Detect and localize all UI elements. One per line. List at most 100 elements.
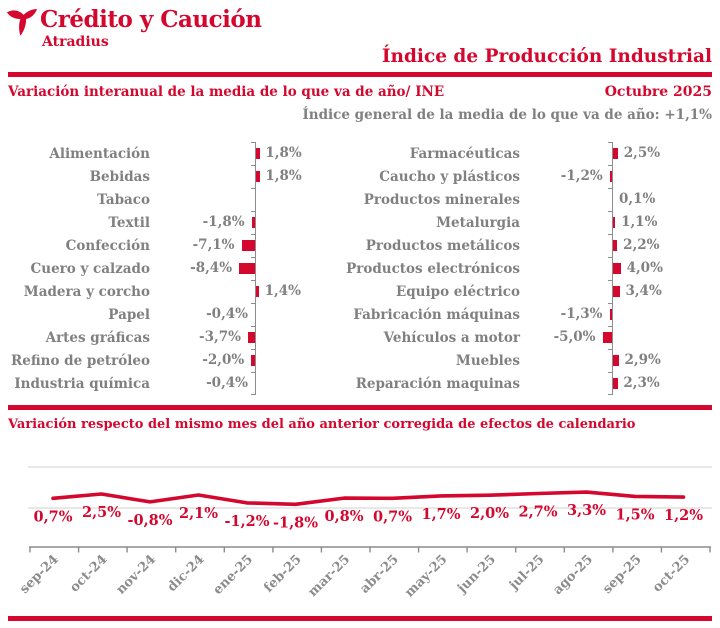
bar-value-label: -0,4% bbox=[206, 375, 248, 391]
bar-category-label: Tabaco bbox=[97, 191, 150, 208]
bar-row: Confección -7,1% bbox=[8, 234, 355, 257]
bar-row: Artes gráficas -3,7% bbox=[8, 326, 355, 349]
bar-category-label: Bebidas bbox=[89, 168, 150, 185]
bar-category-label: Artes gráficas bbox=[45, 329, 150, 346]
line-value-label: 2,5% bbox=[82, 504, 121, 521]
bar-value-label: -7,1% bbox=[192, 237, 235, 253]
bar bbox=[256, 286, 259, 297]
bar-charts: Alimentación 1,8% Bebidas 1,8% Tabaco Textil -… bbox=[8, 142, 712, 395]
bar-value-label: -5,0% bbox=[553, 329, 596, 345]
bar-category-label: Refino de petróleo bbox=[11, 352, 150, 369]
x-axis-month-label: sep-25 bbox=[600, 552, 645, 597]
bar-value-label: -0,4% bbox=[206, 306, 248, 322]
bar-track: 2,2% bbox=[520, 234, 712, 257]
bar-track: 3,4% bbox=[520, 280, 712, 303]
bar-value-label: 1,8% bbox=[265, 168, 302, 184]
line-value-label: 0,8% bbox=[324, 508, 363, 525]
line-section-title: Variación respecto del mismo mes del año… bbox=[8, 417, 636, 432]
bar-category-label: Papel bbox=[108, 306, 150, 323]
axis-tick-mark bbox=[250, 211, 255, 213]
atradius-bird-icon bbox=[7, 9, 37, 36]
bar-track: -1,2% bbox=[520, 165, 712, 188]
page-title: Índice de Producción Industrial bbox=[381, 46, 712, 67]
bar-track: -8,4% bbox=[150, 257, 355, 280]
bar-row: Cuero y calzado -8,4% bbox=[8, 257, 355, 280]
bar-category-label: Fabricación máquinas bbox=[353, 306, 520, 323]
line-value-label: 2,1% bbox=[179, 505, 218, 522]
bar-row: Textil -1,8% bbox=[8, 211, 355, 234]
bar-row: Bebidas 1,8% bbox=[8, 165, 355, 188]
separator-rule-bottom bbox=[8, 616, 712, 621]
bar-track: 1,4% bbox=[150, 280, 355, 303]
bar-value-label: 2,9% bbox=[624, 352, 661, 368]
bar-value-label: -1,8% bbox=[202, 214, 245, 230]
x-axis-month-label: may-25 bbox=[402, 552, 450, 600]
bar bbox=[241, 240, 255, 251]
bar-value-label: 1,4% bbox=[264, 283, 301, 299]
bar-track: -0,4% bbox=[150, 303, 355, 326]
x-axis-month-label: jun-25 bbox=[454, 552, 499, 597]
axis-tick-mark bbox=[250, 372, 255, 374]
line-value-label: 3,3% bbox=[567, 502, 606, 519]
separator-rule-middle bbox=[8, 405, 712, 410]
bar-category-label: Equipo eléctrico bbox=[395, 283, 520, 300]
line-value-label: 1,5% bbox=[615, 506, 654, 523]
axis-tick-mark bbox=[250, 142, 255, 144]
axis-tick-mark bbox=[250, 257, 255, 259]
bar-track: -0,4% bbox=[150, 372, 355, 395]
bar-row: Refino de petróleo -2,0% bbox=[8, 349, 355, 372]
bar-row: Papel -0,4% bbox=[8, 303, 355, 326]
axis-tick-mark bbox=[250, 393, 255, 395]
axis-tick-mark bbox=[250, 188, 255, 190]
bar-category-label: Vehículos a motor bbox=[383, 329, 520, 346]
axis-tick-mark bbox=[607, 165, 612, 167]
axis-tick-mark bbox=[250, 349, 255, 351]
axis-tick-mark bbox=[607, 393, 612, 395]
line-series bbox=[51, 490, 686, 507]
bar bbox=[613, 263, 621, 274]
bar-track: -7,1% bbox=[150, 234, 355, 257]
bar-category-label: Industria química bbox=[14, 375, 150, 392]
bar-row: Reparación maquinas 2,3% bbox=[355, 372, 712, 395]
axis-tick-mark bbox=[250, 165, 255, 167]
brand-name: Crédito y Caución bbox=[40, 6, 262, 33]
x-axis-month-label: ene-25 bbox=[211, 552, 257, 598]
x-axis-month-label: oct-25 bbox=[650, 552, 693, 595]
bar-track: -1,3% bbox=[520, 303, 712, 326]
x-axis-month-label: jul-25 bbox=[506, 552, 547, 593]
bar-track: -3,7% bbox=[150, 326, 355, 349]
bar-row: Industria química -0,4% bbox=[8, 372, 355, 395]
bar-row: Productos minerales 0,1% bbox=[355, 188, 712, 211]
bar-category-label: Cuero y calzado bbox=[30, 260, 150, 277]
bar-track: -5,0% bbox=[520, 326, 712, 349]
x-axis-month-label: ago-25 bbox=[550, 552, 596, 598]
bar bbox=[251, 355, 255, 366]
bar-row: Farmacéuticas 2,5% bbox=[355, 142, 712, 165]
line-value-label: 2,0% bbox=[470, 505, 509, 522]
bar-value-label: -8,4% bbox=[190, 260, 233, 276]
bar bbox=[247, 332, 255, 343]
bar-row: Alimentación 1,8% bbox=[8, 142, 355, 165]
bar-category-label: Caucho y plásticos bbox=[379, 168, 520, 185]
bar-chart-left: Alimentación 1,8% Bebidas 1,8% Tabaco Textil -… bbox=[8, 142, 355, 395]
axis-tick-mark bbox=[607, 372, 612, 374]
line-value-label: -0,8% bbox=[127, 512, 172, 529]
axis-tick-mark bbox=[607, 234, 612, 236]
axis-tick-mark bbox=[607, 188, 612, 190]
bar-value-label: 0,1% bbox=[619, 191, 656, 207]
axis-tick-mark bbox=[607, 349, 612, 351]
line-value-label: 1,2% bbox=[664, 507, 703, 524]
axis-tick-mark bbox=[607, 280, 612, 282]
bar-category-label: Productos metálicos bbox=[365, 237, 520, 254]
bar-row: Vehículos a motor -5,0% bbox=[355, 326, 712, 349]
axis-tick-mark bbox=[607, 142, 612, 144]
bar-value-label: -1,3% bbox=[560, 306, 603, 322]
line-value-label: 0,7% bbox=[33, 508, 72, 525]
axis-tick-mark bbox=[250, 234, 255, 236]
bar bbox=[239, 263, 255, 274]
bar bbox=[609, 171, 612, 182]
bar-category-label: Productos electrónicos bbox=[346, 260, 520, 277]
axis-tick-mark bbox=[250, 303, 255, 305]
bar-row: Metalurgia 1,1% bbox=[355, 211, 712, 234]
axis-tick-mark bbox=[250, 280, 255, 282]
